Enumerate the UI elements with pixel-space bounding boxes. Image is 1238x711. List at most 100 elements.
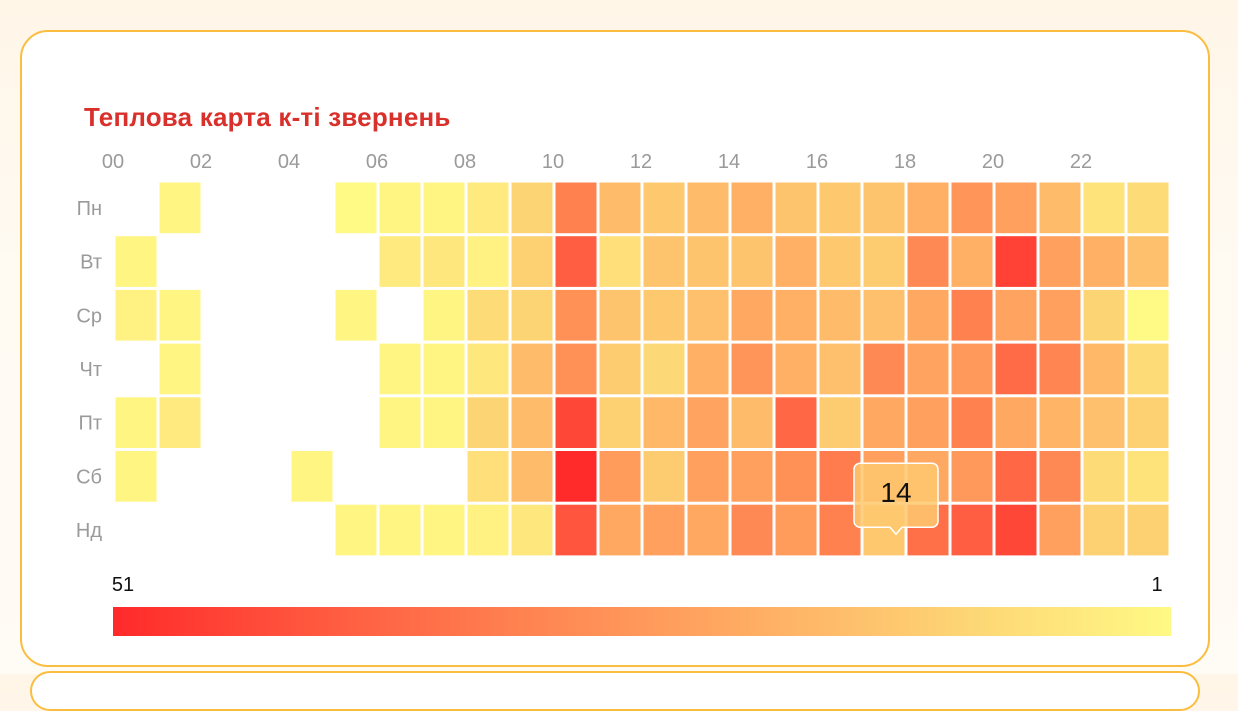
heatmap-cell[interactable] xyxy=(555,289,597,341)
heatmap-cell[interactable] xyxy=(511,504,553,556)
heatmap-cell[interactable] xyxy=(467,289,509,341)
heatmap-cell[interactable] xyxy=(1039,289,1081,341)
heatmap-cell[interactable] xyxy=(1083,504,1125,556)
heatmap-cell[interactable] xyxy=(687,504,729,556)
heatmap-cell[interactable] xyxy=(599,504,641,556)
heatmap-cell[interactable] xyxy=(907,182,949,234)
heatmap-cell[interactable] xyxy=(731,182,773,234)
heatmap-cell[interactable] xyxy=(995,504,1037,556)
heatmap-cell[interactable] xyxy=(115,236,157,287)
heatmap-cell[interactable] xyxy=(995,397,1037,448)
heatmap-cell[interactable] xyxy=(467,397,509,448)
heatmap-cell[interactable] xyxy=(731,289,773,341)
heatmap-cell[interactable] xyxy=(687,343,729,395)
heatmap-cell[interactable] xyxy=(819,343,861,395)
heatmap-cell[interactable] xyxy=(1083,397,1125,448)
heatmap-cell[interactable] xyxy=(775,397,817,448)
heatmap-cell[interactable] xyxy=(159,343,201,395)
heatmap-cell[interactable] xyxy=(599,182,641,234)
heatmap-cell[interactable] xyxy=(555,343,597,395)
heatmap-cell[interactable] xyxy=(687,236,729,287)
heatmap-cell[interactable] xyxy=(1039,182,1081,234)
heatmap-cell[interactable] xyxy=(643,397,685,448)
heatmap-cell[interactable] xyxy=(1039,397,1081,448)
heatmap-cell[interactable] xyxy=(951,289,993,341)
heatmap-cell[interactable] xyxy=(951,451,993,502)
heatmap-cell[interactable] xyxy=(643,289,685,341)
heatmap-cell[interactable] xyxy=(467,451,509,502)
heatmap-cell[interactable] xyxy=(511,397,553,448)
heatmap-cell[interactable] xyxy=(863,236,905,287)
heatmap-cell[interactable] xyxy=(555,504,597,556)
heatmap-cell[interactable] xyxy=(731,504,773,556)
heatmap-cell[interactable] xyxy=(423,289,465,341)
heatmap-cell[interactable] xyxy=(1083,236,1125,287)
heatmap-cell[interactable] xyxy=(1127,397,1169,448)
heatmap-cell[interactable] xyxy=(643,236,685,287)
heatmap-cell[interactable] xyxy=(687,182,729,234)
heatmap-cell[interactable] xyxy=(555,182,597,234)
heatmap-cell[interactable] xyxy=(467,182,509,234)
heatmap-cell[interactable] xyxy=(511,343,553,395)
heatmap-cell[interactable] xyxy=(819,397,861,448)
heatmap-cell[interactable] xyxy=(159,289,201,341)
heatmap-cell[interactable] xyxy=(819,182,861,234)
heatmap-cell[interactable] xyxy=(1127,343,1169,395)
heatmap-cell[interactable] xyxy=(863,397,905,448)
heatmap-cell[interactable] xyxy=(995,451,1037,502)
heatmap-cell[interactable] xyxy=(1039,504,1081,556)
heatmap-cell[interactable] xyxy=(467,236,509,287)
heatmap-cell[interactable] xyxy=(863,182,905,234)
heatmap-cell[interactable] xyxy=(1039,236,1081,287)
heatmap-cell[interactable] xyxy=(951,236,993,287)
heatmap-cell[interactable] xyxy=(335,504,377,556)
heatmap-cell[interactable] xyxy=(511,289,553,341)
heatmap-cell[interactable] xyxy=(115,397,157,448)
heatmap-cell[interactable] xyxy=(951,397,993,448)
heatmap-cell[interactable] xyxy=(995,236,1037,287)
heatmap-cell[interactable] xyxy=(775,504,817,556)
heatmap-cell[interactable] xyxy=(1083,343,1125,395)
heatmap-cell[interactable] xyxy=(467,504,509,556)
heatmap-cell[interactable] xyxy=(159,182,201,234)
heatmap-cell[interactable] xyxy=(643,451,685,502)
heatmap-cell[interactable] xyxy=(379,182,421,234)
heatmap-cell[interactable] xyxy=(1127,504,1169,556)
heatmap-cell[interactable] xyxy=(291,451,333,502)
heatmap-cell[interactable] xyxy=(379,397,421,448)
heatmap-cell[interactable] xyxy=(907,343,949,395)
heatmap-cell[interactable] xyxy=(731,451,773,502)
heatmap-cell[interactable] xyxy=(775,289,817,341)
heatmap-cell[interactable] xyxy=(951,343,993,395)
heatmap-cell[interactable] xyxy=(643,343,685,395)
heatmap-cell[interactable] xyxy=(159,397,201,448)
heatmap-cell[interactable] xyxy=(599,397,641,448)
heatmap-cell[interactable] xyxy=(1083,182,1125,234)
heatmap-cell[interactable] xyxy=(1127,182,1169,234)
heatmap-cell[interactable] xyxy=(907,289,949,341)
heatmap-cell[interactable] xyxy=(1127,451,1169,502)
heatmap-cell[interactable] xyxy=(599,451,641,502)
heatmap-cell[interactable] xyxy=(643,182,685,234)
heatmap-cell[interactable] xyxy=(1127,289,1169,341)
heatmap-cell[interactable] xyxy=(907,236,949,287)
heatmap-cell[interactable] xyxy=(643,504,685,556)
heatmap-cell[interactable] xyxy=(863,289,905,341)
heatmap-cell[interactable] xyxy=(115,289,157,341)
heatmap-cell[interactable] xyxy=(379,236,421,287)
heatmap-cell[interactable] xyxy=(335,289,377,341)
heatmap-cell[interactable] xyxy=(423,397,465,448)
heatmap-cell[interactable] xyxy=(775,451,817,502)
heatmap-cell[interactable] xyxy=(775,182,817,234)
heatmap-cell[interactable] xyxy=(1083,451,1125,502)
heatmap-cell[interactable] xyxy=(1127,236,1169,287)
heatmap-cell[interactable] xyxy=(379,504,421,556)
heatmap-cell[interactable] xyxy=(1039,343,1081,395)
heatmap-cell[interactable] xyxy=(907,397,949,448)
heatmap-cell[interactable] xyxy=(775,343,817,395)
heatmap-cell[interactable] xyxy=(335,182,377,234)
heatmap-cell[interactable] xyxy=(423,182,465,234)
heatmap-cell[interactable] xyxy=(423,504,465,556)
heatmap-cell[interactable] xyxy=(599,343,641,395)
heatmap-cell[interactable] xyxy=(555,397,597,448)
